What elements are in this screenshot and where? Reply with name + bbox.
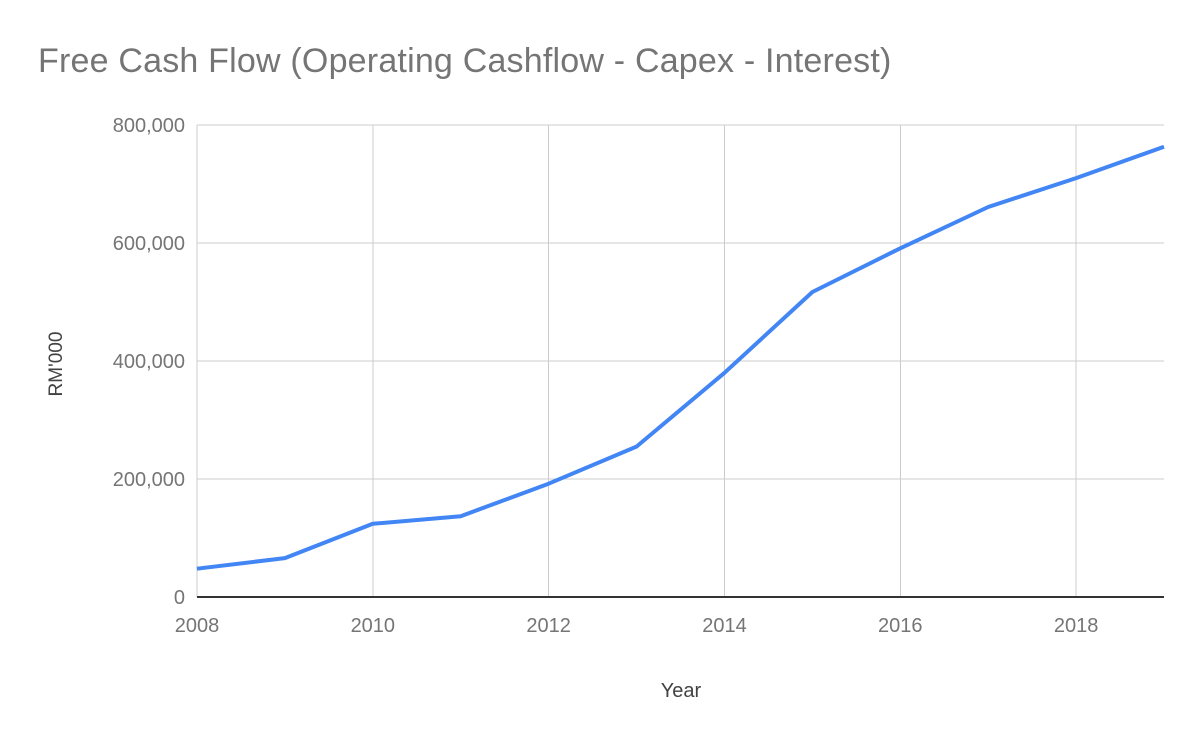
y-tick-label: 0 [174,587,185,609]
y-tick-label: 200,000 [113,469,185,491]
x-tick-label: 2014 [702,615,747,637]
y-tick-label: 800,000 [113,115,185,137]
y-tick-label: 400,000 [113,351,185,373]
y-tick-label: 600,000 [113,233,185,255]
x-tick-label: 2010 [351,615,396,637]
x-axis-title: Year [660,680,702,702]
x-tick-label: 2012 [526,615,571,637]
data-line-series [196,144,1165,571]
x-tick-label: 2016 [878,615,923,637]
x-tick-label: 2008 [175,615,220,637]
x-tick-label: 2018 [1054,615,1099,637]
chart-title: Free Cash Flow (Operating Cashflow - Cap… [38,42,892,80]
